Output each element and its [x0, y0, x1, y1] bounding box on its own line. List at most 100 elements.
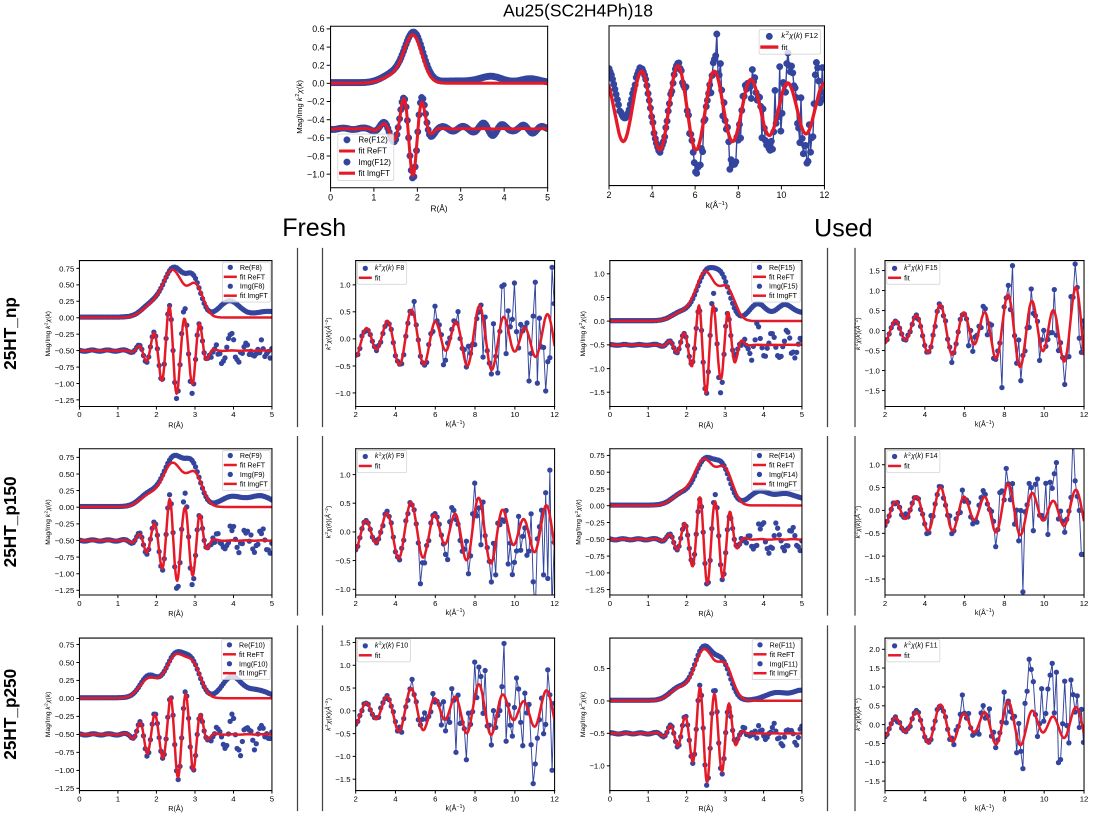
svg-text:2: 2: [883, 794, 887, 803]
svg-text:0.00: 0.00: [59, 503, 75, 512]
svg-text:4: 4: [923, 794, 928, 803]
svg-text:Img(F15): Img(F15): [769, 283, 798, 291]
svg-text:2.0: 2.0: [869, 645, 880, 654]
svg-text:0.25: 0.25: [590, 485, 605, 494]
svg-text:3: 3: [193, 410, 197, 419]
svg-text:2: 2: [154, 599, 158, 608]
svg-text:−0.75: −0.75: [55, 553, 75, 562]
svg-text:1.5: 1.5: [869, 266, 880, 275]
svg-text:0: 0: [77, 410, 82, 419]
svg-text:0.0: 0.0: [594, 697, 605, 706]
svg-text:k χ k 2 ( ) F 1 2: k χ k 2 ( ) F 1 2: [781, 15, 820, 43]
svg-text:−1.25: −1.25: [55, 586, 75, 595]
svg-text:−0.5: −0.5: [335, 362, 350, 371]
svg-text:−1.0: −1.0: [335, 752, 351, 761]
svg-text:0: 0: [608, 410, 613, 419]
svg-text:0.5: 0.5: [340, 684, 351, 693]
svg-text:0: 0: [608, 794, 613, 803]
svg-text:2: 2: [354, 410, 358, 419]
svg-text:1.0: 1.0: [340, 281, 351, 290]
svg-text:−0.6: −0.6: [307, 133, 325, 143]
svg-text:−0.5: −0.5: [865, 739, 880, 748]
svg-text:12: 12: [550, 410, 559, 419]
svg-text:8: 8: [473, 410, 477, 419]
svg-text:−1.0: −1.0: [335, 389, 351, 398]
svg-text:Img(F10): Img(F10): [239, 660, 268, 668]
svg-text:−1.0: −1.0: [589, 364, 605, 373]
svg-text:Re(F8): Re(F8): [240, 264, 262, 272]
svg-text:fit ReFT: fit ReFT: [239, 651, 265, 659]
svg-text:Img(F11): Img(F11): [770, 660, 798, 668]
svg-text:10: 10: [511, 410, 520, 419]
svg-text:4: 4: [393, 410, 398, 419]
svg-text:R(Å): R(Å): [168, 804, 183, 813]
svg-text:25HT_np: 25HT_np: [0, 297, 20, 370]
svg-text:8: 8: [473, 794, 477, 803]
svg-text:25HT_p250: 25HT_p250: [0, 669, 20, 760]
svg-text:Re(F10): Re(F10): [239, 641, 265, 649]
svg-text:0.5: 0.5: [594, 664, 605, 673]
svg-text:−1.00: −1.00: [585, 569, 605, 578]
svg-text:−1.5: −1.5: [589, 388, 604, 397]
svg-text:Img(F14): Img(F14): [769, 471, 798, 479]
svg-text:10: 10: [511, 599, 520, 608]
svg-text:k χ k Å 2 − 2 ( ) ( ): k χ k Å 2 − 2 ( ) ( ): [837, 502, 865, 538]
svg-text:0.6: 0.6: [312, 24, 324, 34]
svg-text:k χ k Å 2 − 2 ( ) ( ): k χ k Å 2 − 2 ( ) ( ): [837, 314, 865, 350]
svg-text:1: 1: [646, 794, 650, 803]
svg-text:2: 2: [154, 794, 158, 803]
svg-text:fit: fit: [375, 274, 381, 282]
svg-text:5: 5: [800, 794, 804, 803]
svg-text:0.75: 0.75: [59, 640, 74, 649]
svg-text:fit ReFT: fit ReFT: [769, 273, 795, 281]
svg-text:12: 12: [550, 599, 559, 608]
svg-text:0.25: 0.25: [59, 486, 74, 495]
svg-text:M a g / I m g ( ) k χ k 2: M a g / I m g ( ) k χ k 2: [30, 685, 55, 737]
svg-text:6: 6: [962, 599, 966, 608]
svg-text:−0.50: −0.50: [55, 730, 75, 739]
svg-text:8: 8: [736, 190, 741, 200]
svg-text:−0.50: −0.50: [585, 535, 605, 544]
svg-text:−0.75: −0.75: [585, 552, 605, 561]
svg-text:0.00: 0.00: [59, 314, 75, 323]
svg-text:−0.50: −0.50: [55, 346, 75, 355]
svg-text:4: 4: [923, 410, 928, 419]
svg-text:6: 6: [433, 794, 437, 803]
svg-text:0.00: 0.00: [59, 694, 75, 703]
svg-text:fit: fit: [375, 652, 381, 660]
svg-text:4: 4: [231, 599, 236, 608]
svg-text:6: 6: [693, 190, 698, 200]
svg-text:0.0: 0.0: [594, 317, 605, 326]
svg-text:−0.25: −0.25: [585, 518, 605, 527]
svg-text:3: 3: [458, 192, 463, 202]
svg-text:4: 4: [761, 599, 766, 608]
svg-text:−1.25: −1.25: [55, 396, 75, 405]
svg-text:10: 10: [776, 190, 786, 200]
svg-text:M a g / I m g ( ) k χ k 2: M a g / I m g ( ) k χ k 2: [30, 493, 55, 545]
svg-text:fit ReFT: fit ReFT: [770, 651, 796, 659]
svg-text:−1.5: −1.5: [865, 777, 880, 786]
svg-text:10: 10: [1040, 410, 1049, 419]
svg-text:1: 1: [116, 794, 120, 803]
svg-text:k ( Å ) − 1: k ( Å ) − 1: [446, 404, 472, 432]
svg-text:M a g / I m g ( ) k χ k 2: M a g / I m g ( ) k χ k 2: [282, 74, 307, 134]
svg-text:R(Å): R(Å): [430, 203, 447, 213]
svg-text:k ( Å ) − 1: k ( Å ) − 1: [975, 404, 1001, 432]
svg-text:4: 4: [761, 410, 766, 419]
svg-text:1: 1: [646, 410, 650, 419]
svg-text:0.50: 0.50: [590, 468, 606, 477]
svg-text:1.0: 1.0: [594, 270, 605, 279]
svg-text:fit ImgFT: fit ImgFT: [769, 480, 798, 488]
svg-text:4: 4: [650, 190, 655, 200]
svg-text:−1.0: −1.0: [335, 585, 351, 594]
svg-text:fit ImgFT: fit ImgFT: [240, 480, 269, 488]
svg-text:0.75: 0.75: [59, 453, 74, 462]
svg-text:fit ImgFT: fit ImgFT: [358, 169, 390, 178]
svg-text:−0.25: −0.25: [55, 330, 75, 339]
svg-text:−1.5: −1.5: [865, 386, 880, 395]
svg-text:fit ImgFT: fit ImgFT: [769, 292, 798, 300]
svg-text:0.0: 0.0: [340, 528, 351, 537]
svg-text:1.0: 1.0: [340, 470, 351, 479]
svg-text:0: 0: [608, 599, 613, 608]
svg-text:10: 10: [1040, 599, 1049, 608]
